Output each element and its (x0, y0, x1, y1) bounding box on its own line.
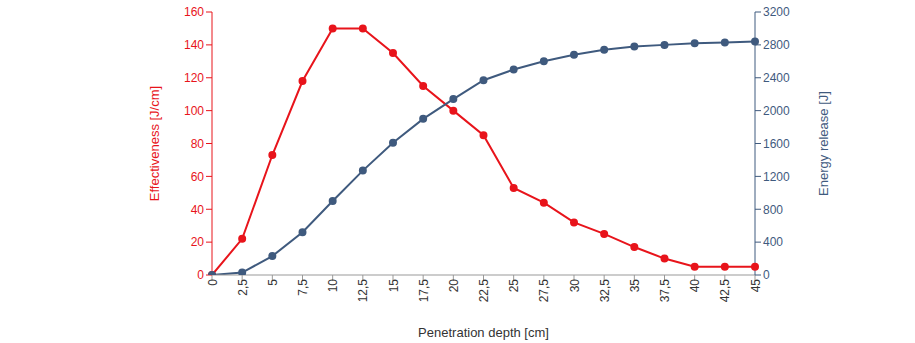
svg-text:12,5: 12,5 (356, 279, 370, 303)
svg-text:35: 35 (628, 279, 642, 293)
svg-text:2800: 2800 (763, 38, 790, 52)
svg-text:120: 120 (184, 71, 204, 85)
svg-text:22,5: 22,5 (477, 279, 491, 303)
svg-text:1600: 1600 (763, 137, 790, 151)
svg-text:60: 60 (191, 170, 205, 184)
svg-text:40: 40 (688, 279, 702, 293)
svg-text:80: 80 (191, 137, 205, 151)
svg-text:0: 0 (763, 268, 770, 282)
svg-text:37,5: 37,5 (658, 279, 672, 303)
svg-text:100: 100 (184, 104, 204, 118)
svg-text:Penetration depth [cm]: Penetration depth [cm] (418, 325, 549, 340)
svg-text:2,5: 2,5 (236, 279, 250, 296)
svg-text:42,5: 42,5 (718, 279, 732, 303)
svg-text:2000: 2000 (763, 104, 790, 118)
svg-text:7,5: 7,5 (296, 279, 310, 296)
svg-text:3200: 3200 (763, 5, 790, 19)
svg-text:5: 5 (266, 279, 280, 286)
svg-text:Energy release [J]: Energy release [J] (816, 91, 831, 196)
svg-text:40: 40 (191, 203, 205, 217)
svg-text:0: 0 (197, 268, 204, 282)
svg-text:Effectiveness [J/cm]: Effectiveness [J/cm] (147, 86, 162, 201)
svg-text:1200: 1200 (763, 170, 790, 184)
svg-text:800: 800 (763, 203, 783, 217)
svg-text:17,5: 17,5 (417, 279, 431, 303)
svg-text:400: 400 (763, 235, 783, 249)
svg-text:20: 20 (447, 279, 461, 293)
svg-text:27,5: 27,5 (537, 279, 551, 303)
svg-text:140: 140 (184, 38, 204, 52)
svg-text:32,5: 32,5 (598, 279, 612, 303)
svg-text:15: 15 (387, 279, 401, 293)
svg-text:25: 25 (507, 279, 521, 293)
svg-text:160: 160 (184, 5, 204, 19)
svg-text:2400: 2400 (763, 71, 790, 85)
svg-text:30: 30 (568, 279, 582, 293)
svg-text:20: 20 (191, 235, 205, 249)
svg-text:45: 45 (749, 279, 763, 293)
svg-text:0: 0 (206, 279, 220, 286)
svg-text:10: 10 (326, 279, 340, 293)
